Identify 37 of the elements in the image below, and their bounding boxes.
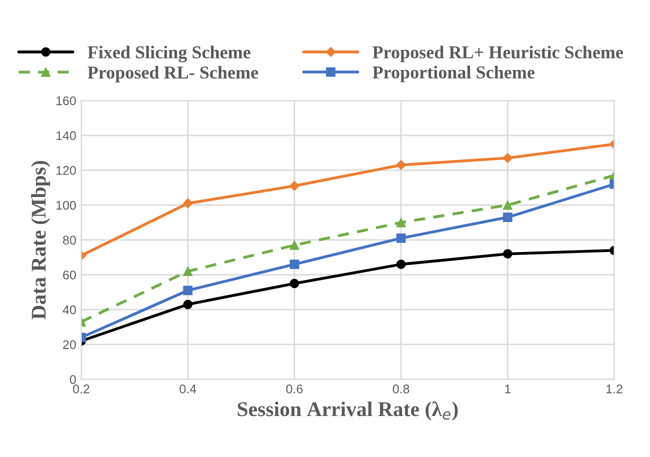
x-tick-label: 1 <box>505 384 511 394</box>
x-axis-title: Session Arrival Rate (λ$_{e}$) <box>238 401 458 420</box>
y-axis-title: Data Rate (Mbps) <box>31 160 50 320</box>
x-tick-label: 0.6 <box>286 384 303 394</box>
point <box>502 153 513 163</box>
y-tick-label: 160 <box>56 96 76 106</box>
point <box>396 218 406 228</box>
point <box>290 278 300 288</box>
point <box>396 160 406 170</box>
point <box>502 200 512 210</box>
x-tick-label: 0.4 <box>180 384 196 394</box>
point <box>396 260 406 270</box>
point <box>182 198 193 208</box>
point <box>183 286 193 296</box>
legend-label: Proposed RL- Scheme <box>88 66 258 82</box>
y-tick-label: 60 <box>63 270 76 280</box>
x-tick-label: 1.2 <box>606 384 622 394</box>
point <box>290 240 300 250</box>
point <box>502 249 512 259</box>
y-tick-label: 80 <box>63 236 76 245</box>
legend-label: Proportional Scheme <box>372 66 534 82</box>
point <box>396 233 406 243</box>
y-tick-label: 40 <box>62 305 76 314</box>
y-tick-label: 0 <box>70 375 76 384</box>
point <box>290 260 300 270</box>
point <box>183 300 193 310</box>
legend-label: Fixed Slicing Scheme <box>88 46 250 62</box>
point <box>502 212 512 222</box>
y-tick-label: 140 <box>56 131 76 140</box>
legend-label: Proposed RL+ Heuristic Scheme <box>372 46 623 62</box>
x-tick-label: 0.2 <box>73 384 90 394</box>
point <box>183 266 193 276</box>
point <box>290 180 300 191</box>
x-tick-label: 0.8 <box>392 384 410 394</box>
y-tick-label: 100 <box>56 200 76 210</box>
y-tick-label: 20 <box>63 340 76 350</box>
y-tick-label: 120 <box>56 166 76 175</box>
